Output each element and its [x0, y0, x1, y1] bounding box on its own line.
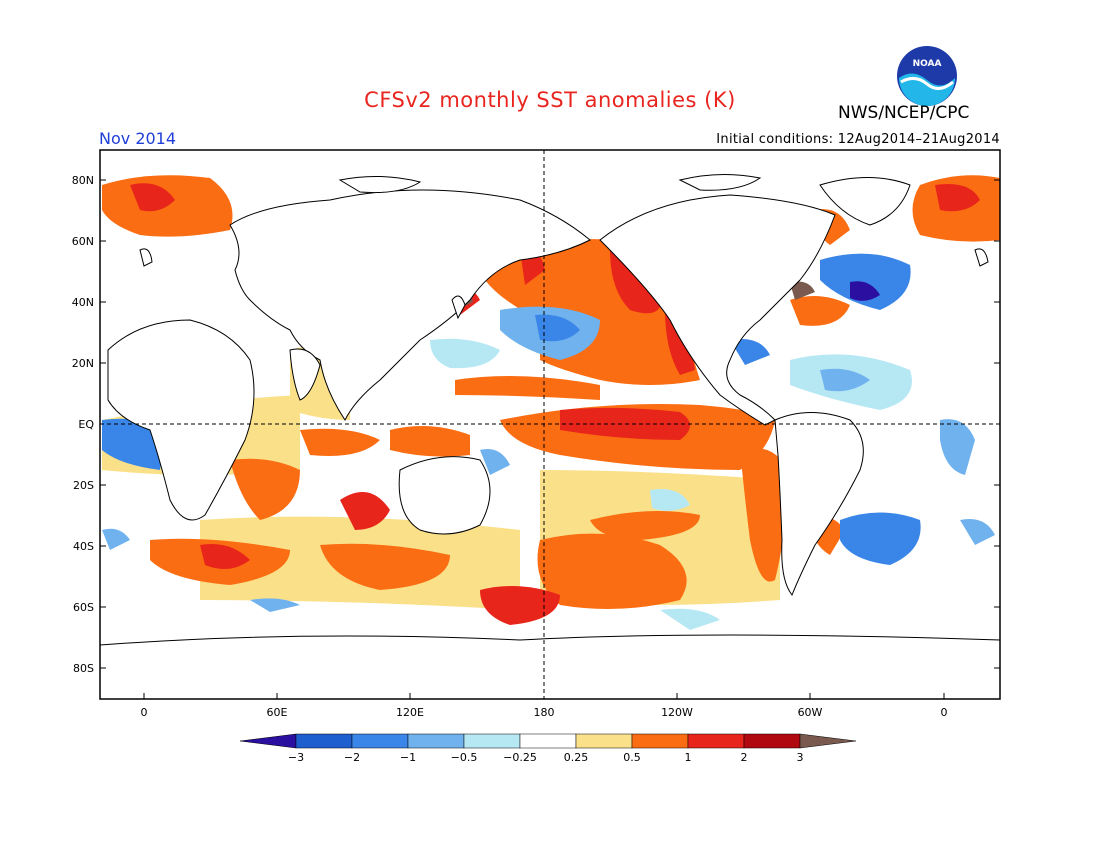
lon-tick: 0	[141, 693, 148, 719]
svg-text:60S: 60S	[73, 601, 94, 614]
continents	[99, 173, 1001, 700]
svg-text:80S: 80S	[73, 662, 94, 675]
colorbar-label: −0.5	[451, 751, 478, 764]
svg-text:180: 180	[534, 706, 555, 719]
colorbar-arrow-min	[239, 733, 297, 749]
colorbar-segment	[351, 733, 409, 749]
svg-text:120E: 120E	[396, 706, 424, 719]
colorbar-segment	[407, 733, 465, 749]
initial-conditions: Initial conditions: 12Aug2014–21Aug2014	[716, 132, 1000, 147]
lat-tick: 80N	[72, 174, 1000, 187]
noaa-logo: NOAA	[897, 46, 957, 106]
lat-tick: EQ	[78, 418, 94, 431]
colorbar-segment	[463, 733, 521, 749]
lat-tick: 20N	[72, 357, 1000, 370]
colorbar-label: −2	[344, 751, 360, 764]
lat-tick: 40S	[73, 540, 1000, 553]
lon-tick: 120W	[661, 693, 693, 719]
colorbar-segment	[631, 733, 689, 749]
svg-text:EQ: EQ	[78, 418, 94, 431]
colorbar-segment	[687, 733, 745, 749]
colorbar-label: 0.25	[564, 751, 589, 764]
valid-month: Nov 2014	[99, 129, 177, 148]
lat-tick: 40N	[72, 296, 1000, 309]
svg-text:0: 0	[941, 706, 948, 719]
colorbar-arrow-max	[799, 733, 857, 749]
lon-axis: 0 60E 120E 180 120W 60W 0	[141, 693, 948, 719]
lat-tick: 80S	[73, 662, 1000, 675]
lon-tick: 120E	[396, 693, 424, 719]
lat-tick: 60N	[72, 235, 1000, 248]
svg-text:20N: 20N	[72, 357, 94, 370]
agency-label: NWS/NCEP/CPC	[838, 103, 970, 123]
colorbar-label: 2	[741, 751, 748, 764]
svg-text:0: 0	[141, 706, 148, 719]
colorbar-segment	[295, 733, 353, 749]
map-panel: 80N 60N 40N 20N EQ 20S 40S 60S 80S 0 60E…	[72, 149, 1001, 719]
svg-text:80N: 80N	[72, 174, 94, 187]
svg-text:120W: 120W	[661, 706, 693, 719]
svg-text:60E: 60E	[267, 706, 288, 719]
colorbar-label: −3	[288, 751, 304, 764]
colorbar-segment	[575, 733, 633, 749]
colorbar-label: −1	[400, 751, 416, 764]
svg-text:40N: 40N	[72, 296, 94, 309]
svg-text:NOAA: NOAA	[913, 59, 942, 69]
colorbar-label: 1	[685, 751, 692, 764]
map-frame	[99, 149, 1001, 700]
lon-tick: 180	[534, 706, 555, 719]
lon-tick: 0	[941, 693, 948, 719]
colorbar-label: 3	[797, 751, 804, 764]
svg-text:60N: 60N	[72, 235, 94, 248]
colorbar-label: −0.25	[503, 751, 537, 764]
colorbar-segment	[519, 733, 577, 749]
lat-tick: 60S	[73, 601, 1000, 614]
svg-text:20S: 20S	[73, 479, 94, 492]
colorbar: −3 −2 −1 −0.5 −0.25 0.25 0.5 1 2 3	[239, 733, 857, 764]
colorbar-segment	[743, 733, 801, 749]
svg-text:60W: 60W	[798, 706, 823, 719]
map-title: CFSv2 monthly SST anomalies (K)	[364, 88, 736, 112]
lon-tick: 60W	[798, 693, 823, 719]
colorbar-label: 0.5	[623, 751, 641, 764]
lat-axis: 80N 60N 40N 20N EQ 20S 40S 60S 80S	[72, 174, 1000, 675]
lon-tick: 60E	[267, 693, 288, 719]
svg-text:40S: 40S	[73, 540, 94, 553]
lat-tick: 20S	[73, 479, 1000, 492]
